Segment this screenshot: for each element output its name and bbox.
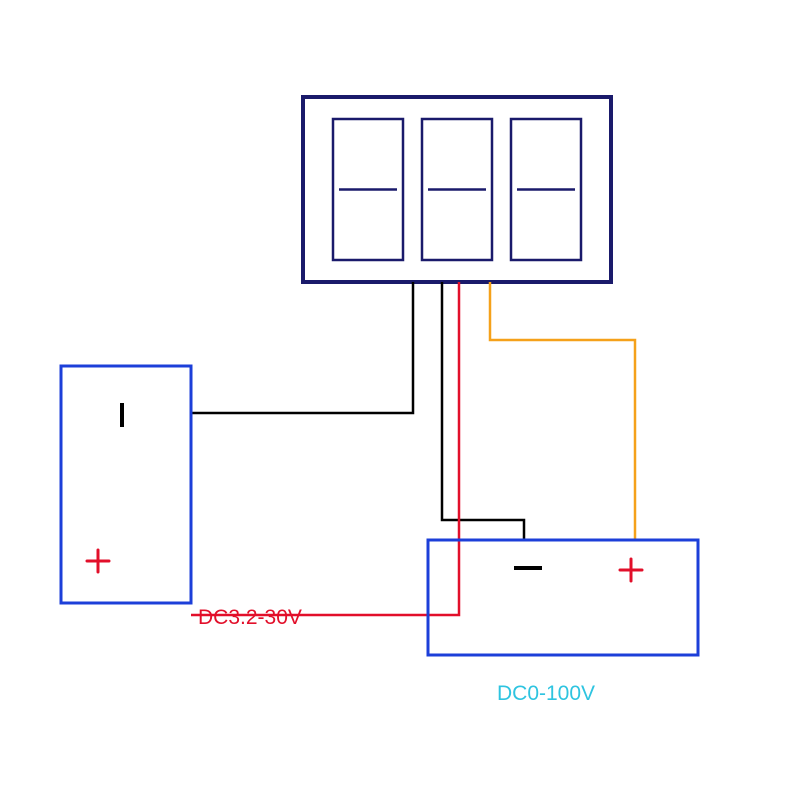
label-left-voltage: DC3.2-30V (198, 606, 302, 629)
battery-right-minus (514, 566, 542, 570)
wiring-diagram: DC3.2-30V DC0-100V (0, 0, 800, 800)
battery-left-minus (120, 403, 124, 427)
label-right-voltage: DC0-100V (497, 682, 595, 705)
